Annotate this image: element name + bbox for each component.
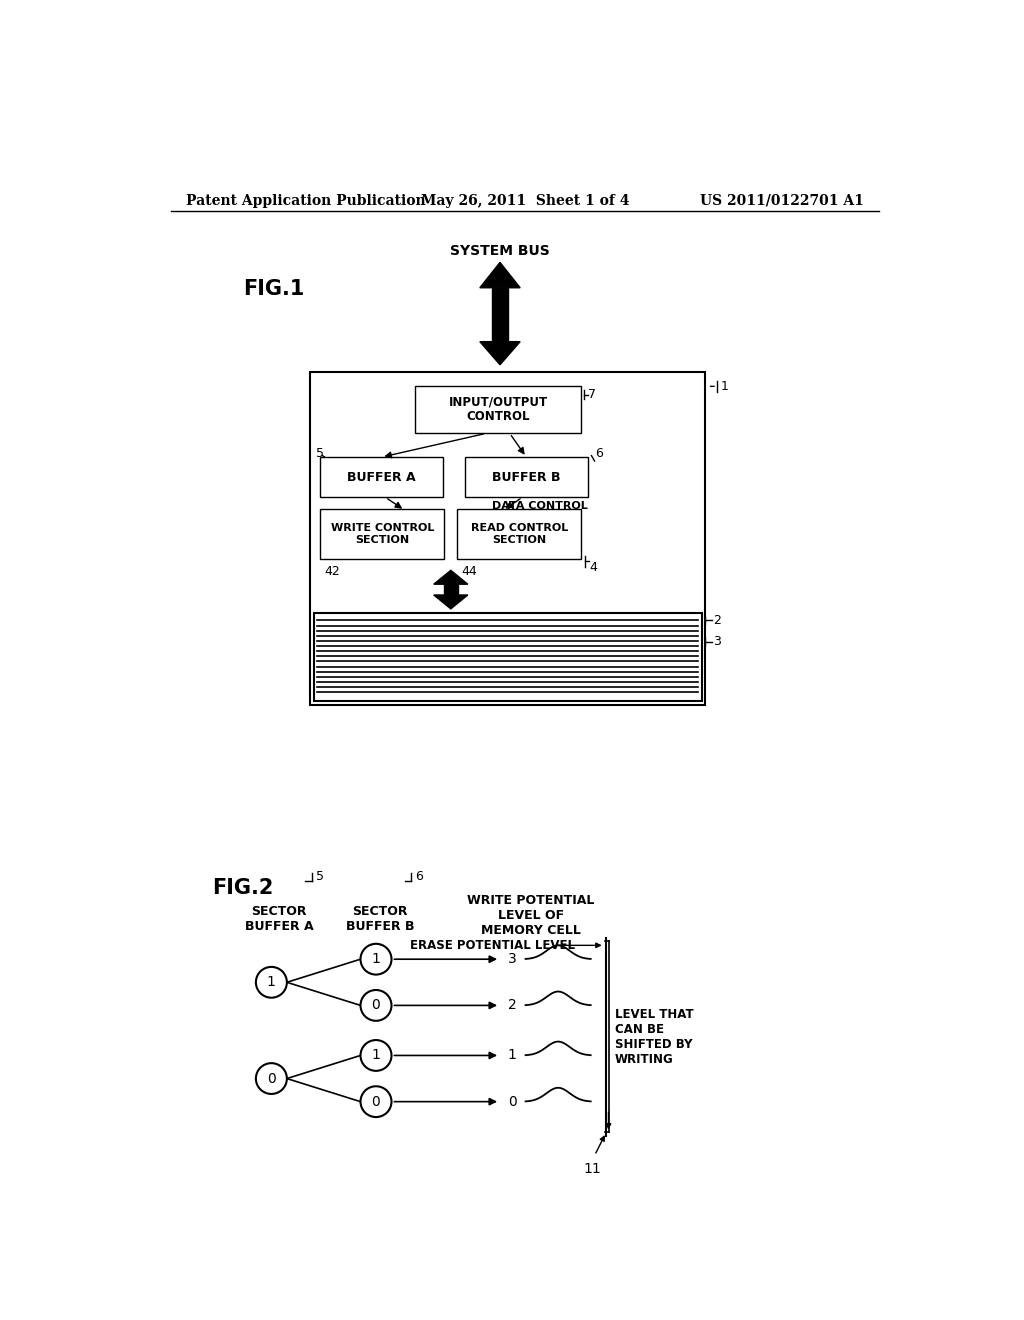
Text: 7: 7 — [589, 388, 596, 401]
Text: 0: 0 — [267, 1072, 275, 1085]
Text: 5: 5 — [316, 446, 325, 459]
Text: WRITE CONTROL
SECTION: WRITE CONTROL SECTION — [331, 523, 434, 545]
Polygon shape — [493, 288, 508, 342]
Text: LEVEL THAT
CAN BE
SHIFTED BY
WRITING: LEVEL THAT CAN BE SHIFTED BY WRITING — [614, 1008, 693, 1067]
Circle shape — [256, 1063, 287, 1094]
Text: 0: 0 — [508, 1094, 516, 1109]
Text: 0: 0 — [372, 1094, 380, 1109]
Bar — [458, 508, 582, 558]
Text: FIG.1: FIG.1 — [243, 280, 304, 300]
Text: 1: 1 — [267, 975, 275, 989]
Text: 1: 1 — [721, 380, 729, 393]
Text: FIG.2: FIG.2 — [212, 878, 273, 899]
Text: US 2011/0122701 A1: US 2011/0122701 A1 — [700, 194, 864, 207]
Text: ERASE POTENTIAL LEVEL: ERASE POTENTIAL LEVEL — [410, 939, 574, 952]
Polygon shape — [480, 342, 520, 364]
Text: BUFFER A: BUFFER A — [347, 471, 416, 483]
Bar — [321, 457, 442, 498]
Text: DATA CONTROL: DATA CONTROL — [492, 502, 588, 511]
Text: 4: 4 — [589, 561, 597, 574]
Circle shape — [360, 1040, 391, 1071]
Text: SECTOR
BUFFER B: SECTOR BUFFER B — [346, 906, 414, 933]
Bar — [465, 457, 588, 498]
Bar — [314, 612, 701, 701]
Polygon shape — [443, 585, 458, 595]
Text: INPUT/OUTPUT
CONTROL: INPUT/OUTPUT CONTROL — [449, 396, 548, 424]
Text: SYSTEM BUS: SYSTEM BUS — [451, 244, 550, 257]
Text: 2: 2 — [713, 614, 721, 627]
Text: 5: 5 — [315, 870, 324, 883]
Text: READ CONTROL
SECTION: READ CONTROL SECTION — [471, 523, 568, 545]
Bar — [321, 508, 444, 558]
Circle shape — [360, 944, 391, 974]
Text: 1: 1 — [372, 952, 381, 966]
Bar — [415, 385, 582, 433]
Circle shape — [360, 990, 391, 1020]
Polygon shape — [434, 570, 468, 585]
Bar — [310, 372, 706, 705]
Text: May 26, 2011  Sheet 1 of 4: May 26, 2011 Sheet 1 of 4 — [421, 194, 629, 207]
Text: 44: 44 — [461, 565, 477, 578]
Text: 1: 1 — [372, 1048, 381, 1063]
Text: 3: 3 — [713, 635, 721, 648]
Circle shape — [360, 1086, 391, 1117]
Polygon shape — [434, 595, 468, 609]
Text: SECTOR
BUFFER A: SECTOR BUFFER A — [245, 906, 313, 933]
Polygon shape — [480, 263, 520, 288]
Text: 6: 6 — [415, 870, 423, 883]
Text: 42: 42 — [324, 565, 340, 578]
Circle shape — [256, 968, 287, 998]
Text: 2: 2 — [508, 998, 516, 1012]
Text: 1: 1 — [508, 1048, 517, 1063]
Text: BUFFER B: BUFFER B — [493, 471, 560, 483]
Text: 3: 3 — [508, 952, 516, 966]
Text: WRITE POTENTIAL
LEVEL OF
MEMORY CELL: WRITE POTENTIAL LEVEL OF MEMORY CELL — [467, 894, 595, 937]
Text: 6: 6 — [595, 446, 603, 459]
Text: Patent Application Publication: Patent Application Publication — [186, 194, 426, 207]
Text: 11: 11 — [584, 1162, 601, 1176]
Text: 0: 0 — [372, 998, 380, 1012]
